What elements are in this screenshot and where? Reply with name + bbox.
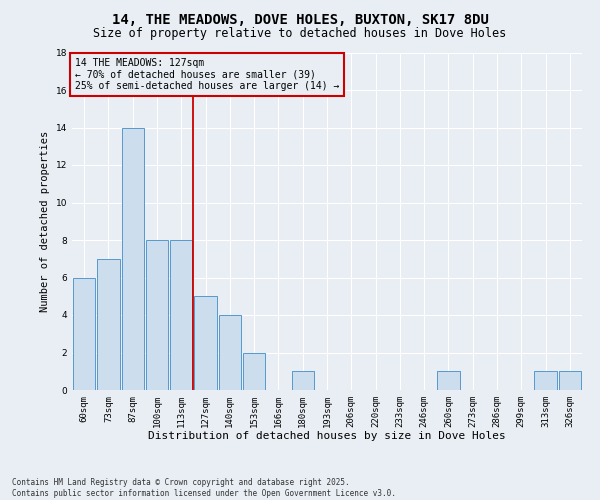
Bar (218, 315, 241, 390)
Bar (292, 371, 314, 390)
Bar (559, 371, 581, 390)
Text: 14 THE MEADOWS: 127sqm
← 70% of detached houses are smaller (39)
25% of semi-det: 14 THE MEADOWS: 127sqm ← 70% of detached… (74, 58, 339, 91)
Bar (437, 371, 460, 390)
Bar (535, 371, 557, 390)
Bar (73, 278, 95, 390)
Bar (122, 128, 144, 390)
X-axis label: Distribution of detached houses by size in Dove Holes: Distribution of detached houses by size … (148, 432, 506, 442)
Bar (194, 296, 217, 390)
Bar (146, 240, 168, 390)
Y-axis label: Number of detached properties: Number of detached properties (40, 130, 50, 312)
Text: Contains HM Land Registry data © Crown copyright and database right 2025.
Contai: Contains HM Land Registry data © Crown c… (12, 478, 396, 498)
Bar (97, 259, 119, 390)
Bar (170, 240, 193, 390)
Text: 14, THE MEADOWS, DOVE HOLES, BUXTON, SK17 8DU: 14, THE MEADOWS, DOVE HOLES, BUXTON, SK1… (112, 12, 488, 26)
Bar (243, 352, 265, 390)
Text: Size of property relative to detached houses in Dove Holes: Size of property relative to detached ho… (94, 28, 506, 40)
